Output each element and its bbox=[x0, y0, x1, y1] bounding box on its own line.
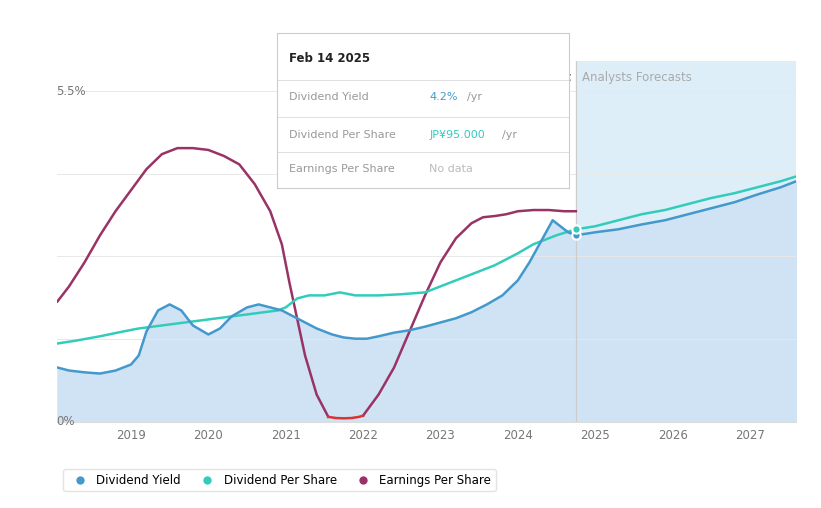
Text: JP¥95.000: JP¥95.000 bbox=[429, 130, 485, 140]
Text: No data: No data bbox=[429, 165, 473, 174]
Text: /yr: /yr bbox=[502, 130, 517, 140]
Text: Analysts Forecasts: Analysts Forecasts bbox=[582, 71, 692, 84]
Text: 0%: 0% bbox=[56, 415, 75, 428]
Text: Dividend Yield: Dividend Yield bbox=[289, 92, 369, 102]
Text: /yr: /yr bbox=[467, 92, 482, 102]
Text: Dividend Per Share: Dividend Per Share bbox=[289, 130, 396, 140]
Text: Past: Past bbox=[544, 71, 572, 84]
Text: 4.2%: 4.2% bbox=[429, 92, 457, 102]
Legend: Dividend Yield, Dividend Per Share, Earnings Per Share: Dividend Yield, Dividend Per Share, Earn… bbox=[63, 469, 496, 491]
Bar bbox=[576, 61, 796, 422]
Text: 5.5%: 5.5% bbox=[56, 84, 85, 98]
Text: Earnings Per Share: Earnings Per Share bbox=[289, 165, 395, 174]
Text: Feb 14 2025: Feb 14 2025 bbox=[289, 52, 370, 65]
